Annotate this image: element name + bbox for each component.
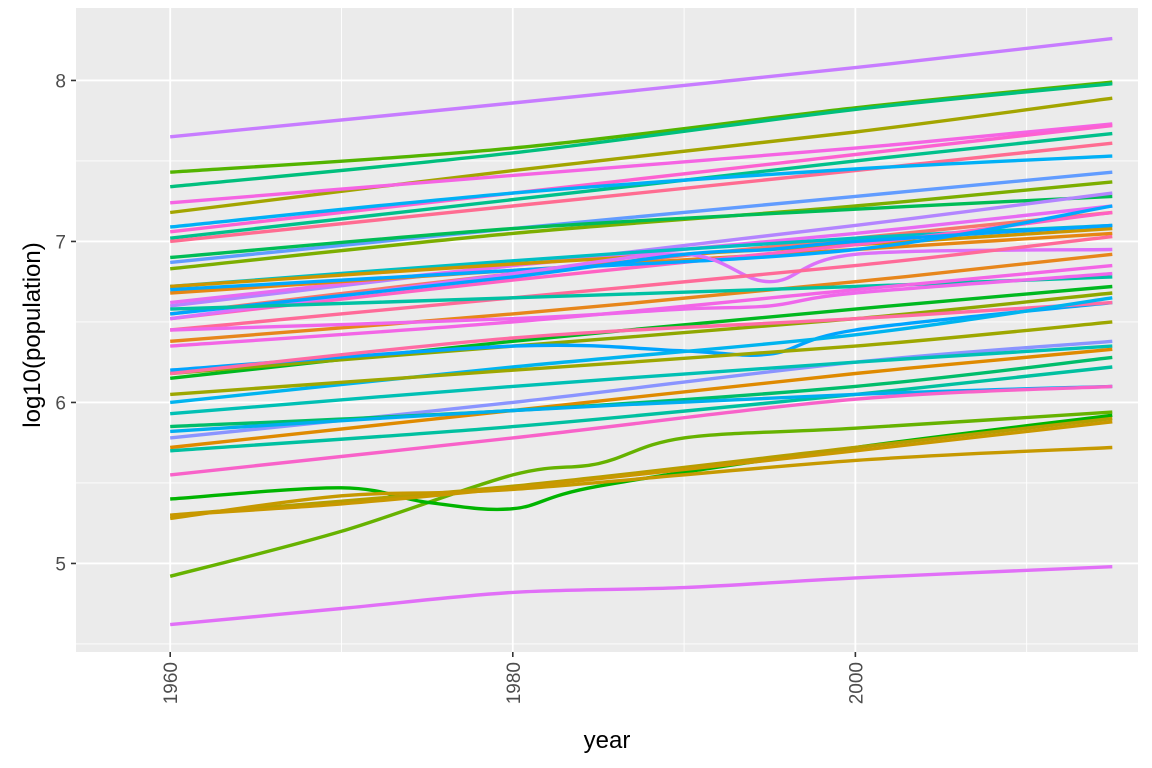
series-line bbox=[170, 420, 1113, 517]
x-tick-label: 1980 bbox=[504, 662, 525, 704]
series-line bbox=[170, 204, 1113, 292]
y-tick-label: 6 bbox=[55, 393, 66, 414]
series-line bbox=[170, 355, 1113, 429]
y-tick-label: 8 bbox=[55, 71, 66, 92]
series-line bbox=[170, 271, 1113, 332]
series-line bbox=[170, 300, 1113, 372]
series-line bbox=[170, 123, 1113, 234]
series-line bbox=[169, 410, 1113, 578]
y-axis-title: log10(population) bbox=[19, 242, 46, 427]
series-line bbox=[170, 320, 1113, 397]
series-line bbox=[170, 291, 1113, 376]
series-line bbox=[170, 141, 1113, 244]
series-line bbox=[170, 82, 1113, 189]
series-line bbox=[170, 252, 1113, 343]
series-line bbox=[169, 445, 1113, 521]
series-line bbox=[169, 96, 1113, 215]
series-line bbox=[170, 122, 1113, 205]
series-line bbox=[170, 154, 1113, 229]
series-line bbox=[170, 194, 1113, 260]
series-line bbox=[170, 36, 1113, 139]
series-line bbox=[170, 565, 1113, 627]
series-line bbox=[170, 296, 1113, 405]
y-axis: 5 6 7 8 bbox=[55, 71, 76, 575]
series-line bbox=[170, 365, 1113, 453]
series-line bbox=[170, 234, 1113, 332]
series-line bbox=[169, 191, 1113, 308]
y-tick-label: 5 bbox=[55, 554, 66, 575]
series-line bbox=[170, 223, 1113, 316]
series-line bbox=[170, 416, 1113, 517]
series-line bbox=[170, 384, 1113, 477]
x-tick-label: 1960 bbox=[161, 662, 182, 704]
series-line bbox=[170, 263, 1113, 348]
x-axis-title: year bbox=[584, 727, 631, 754]
series-line bbox=[170, 347, 1113, 450]
x-tick-label: 2000 bbox=[846, 662, 867, 704]
y-tick-label: 7 bbox=[55, 232, 66, 253]
series-line bbox=[170, 344, 1113, 416]
series-lines bbox=[169, 36, 1113, 627]
series-line bbox=[170, 300, 1113, 376]
x-axis: 1960 1980 2000 bbox=[161, 652, 867, 704]
series-line bbox=[170, 170, 1113, 265]
